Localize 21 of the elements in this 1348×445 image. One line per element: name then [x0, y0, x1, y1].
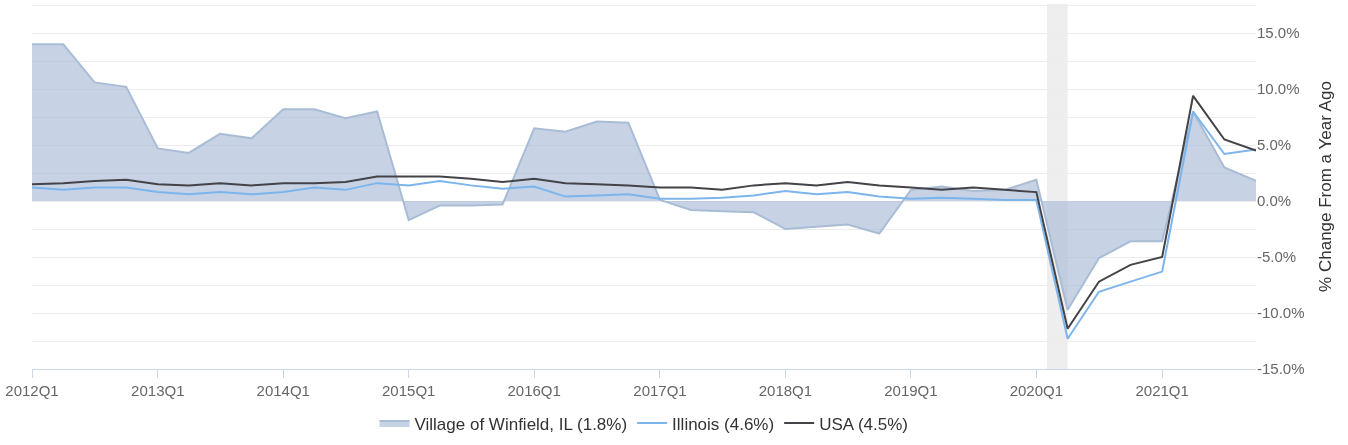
legend-label: Village of Winfield, IL (1.8%): [414, 414, 628, 434]
x-tick-label: 2016Q1: [507, 382, 561, 399]
x-tick-label: 2013Q1: [131, 382, 185, 399]
y-tick-label: 0.0%: [1257, 192, 1292, 210]
y-tick-label: -10.0%: [1257, 304, 1305, 322]
y-tick-label: 10.0%: [1257, 80, 1300, 98]
x-tick-label: 2019Q1: [884, 382, 938, 399]
x-tick-label: 2015Q1: [382, 382, 436, 399]
y-tick-label: -5.0%: [1257, 248, 1297, 266]
legend-label: USA (4.5%): [819, 414, 908, 434]
x-tick-label: 2018Q1: [758, 382, 813, 399]
legend-label: Illinois (4.6%): [672, 414, 775, 434]
y-tick-label: -15.0%: [1257, 360, 1305, 378]
y-tick-label: 15.0%: [1257, 24, 1300, 42]
y-axis-title: % Change From a Year Ago: [1315, 81, 1335, 292]
x-tick-label: 2012Q1: [5, 382, 59, 399]
x-tick-label: 2014Q1: [256, 382, 310, 399]
x-tick-label: 2020Q1: [1009, 382, 1064, 399]
x-tick-label: 2021Q1: [1135, 382, 1189, 399]
y-tick-label: 5.0%: [1257, 136, 1292, 154]
x-tick-label: 2017Q1: [633, 382, 687, 399]
